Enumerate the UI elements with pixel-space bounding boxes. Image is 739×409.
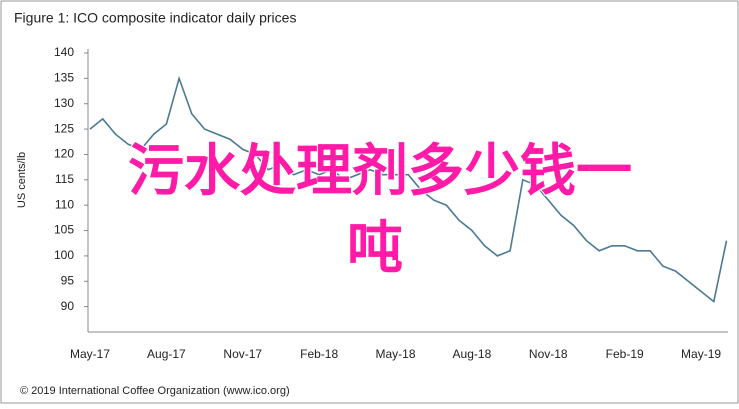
line-series [89,75,728,304]
y-tick-label: 120 [54,147,74,161]
chart-title: Figure 1: ICO composite indicator daily … [14,10,296,26]
y-tick-label: 90 [61,299,75,313]
x-tick-label: Nov-18 [529,347,568,361]
y-tick-label: 105 [54,223,74,237]
x-tick-label: May-19 [681,347,721,361]
overlay-text: 吨 [347,216,403,279]
x-tick-label: Feb-19 [606,347,644,361]
y-tick-label: 95 [61,273,75,287]
x-tick-label: Aug-18 [453,347,492,361]
y-tick-label: 115 [55,172,74,186]
plot: 90 95 100 105 110 115 120 125 130 135 140 May-17 Aug… [54,45,728,361]
y-tick-label: 100 [54,248,74,262]
footer: © 2019 International Coffee Organization… [20,385,290,397]
x-tick-label: Feb-18 [300,347,338,361]
y-tick-label: 140 [54,45,74,59]
y-tick-label: 135 [54,71,74,85]
overlay: 污水处理剂多少钱一 吨 [127,138,633,280]
overlay-text: 污水处理剂多少钱一 [128,139,632,202]
x-tick-label: May-18 [376,347,416,361]
y-axis-label: US cents/lb [16,152,28,208]
x-tick-label: May-17 [70,347,110,361]
y-tick-label: 110 [55,197,74,211]
x-tick-label: Aug-17 [147,347,186,361]
y-tick-label: 125 [54,121,74,135]
y-tick-label: 130 [54,96,74,110]
x-tick-label: Nov-17 [223,347,262,361]
